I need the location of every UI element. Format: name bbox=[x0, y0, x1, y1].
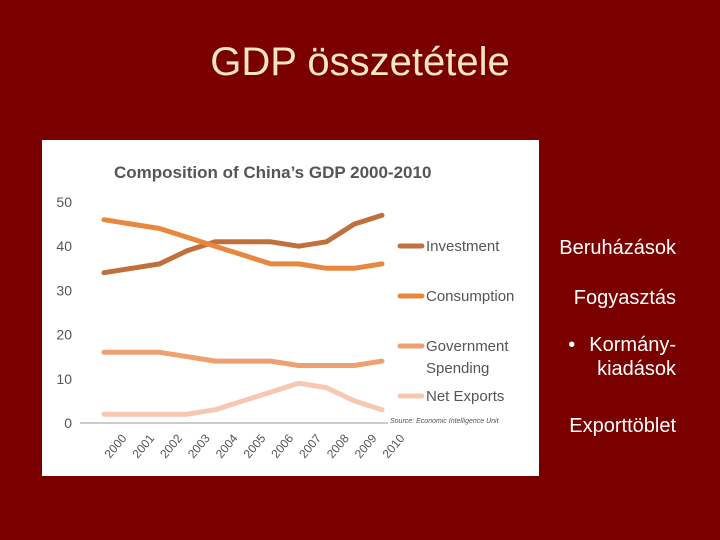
legend-label: Consumption bbox=[426, 288, 514, 305]
x-tick-label: 2006 bbox=[268, 431, 296, 461]
x-tick-label: 2007 bbox=[296, 431, 324, 461]
gdp-composition-chart: Composition of China’s GDP 2000-2010 0 10… bbox=[56, 163, 514, 461]
label-investment-hu: Beruházások bbox=[559, 237, 676, 259]
chart-title: Composition of China’s GDP 2000-2010 bbox=[114, 163, 431, 182]
label-government-line1: Kormány- bbox=[589, 334, 676, 356]
y-tick-label: 40 bbox=[56, 238, 72, 254]
x-tick-label: 2010 bbox=[380, 431, 408, 461]
series-line-net-exports bbox=[101, 380, 385, 417]
label-net-exports-hu: Exporttöblet bbox=[569, 415, 676, 437]
y-tick-label: 0 bbox=[64, 415, 72, 431]
x-tick-label: 2000 bbox=[102, 431, 130, 461]
x-tick-label: 2004 bbox=[213, 431, 241, 461]
legend-label: Spending bbox=[426, 360, 489, 377]
legend-label: Government bbox=[426, 338, 509, 355]
series-line-consumption bbox=[101, 217, 385, 271]
x-tick-label: 2003 bbox=[185, 431, 213, 461]
label-government-hu: • Kormány- kiadások bbox=[568, 333, 676, 381]
series-line-investment bbox=[101, 212, 385, 276]
y-tick-label: 10 bbox=[56, 371, 72, 387]
legend-label: Net Exports bbox=[426, 388, 504, 405]
x-axis: 2000 2001 2002 2003 2004 2005 2006 2007 2008 2009… bbox=[80, 422, 408, 461]
x-tick-label: 2002 bbox=[157, 431, 185, 461]
x-tick-label: 2005 bbox=[241, 431, 269, 461]
chart-panel: Composition of China’s GDP 2000-2010 0 10… bbox=[42, 140, 539, 476]
bullet-icon: • bbox=[568, 334, 576, 356]
legend: Investment Consumption Government Spending N… bbox=[397, 238, 514, 405]
y-tick-label: 50 bbox=[56, 194, 72, 210]
x-tick-label: 2001 bbox=[129, 431, 157, 461]
y-axis: 0 10 20 30 40 50 bbox=[56, 194, 72, 431]
y-tick-label: 20 bbox=[56, 327, 72, 343]
y-tick-label: 30 bbox=[56, 282, 72, 298]
label-government-line2: kiadások bbox=[597, 358, 676, 380]
x-tick-label: 2009 bbox=[352, 431, 380, 461]
chart-source: Source: Economic Intelligence Unit bbox=[390, 418, 500, 425]
slide-title: GDP összetétele bbox=[210, 40, 510, 84]
series-lines bbox=[101, 212, 385, 417]
x-tick-label: 2008 bbox=[324, 431, 352, 461]
legend-label: Investment bbox=[426, 238, 500, 255]
label-consumption-hu: Fogyasztás bbox=[573, 287, 676, 309]
series-line-government-spending bbox=[101, 349, 385, 368]
